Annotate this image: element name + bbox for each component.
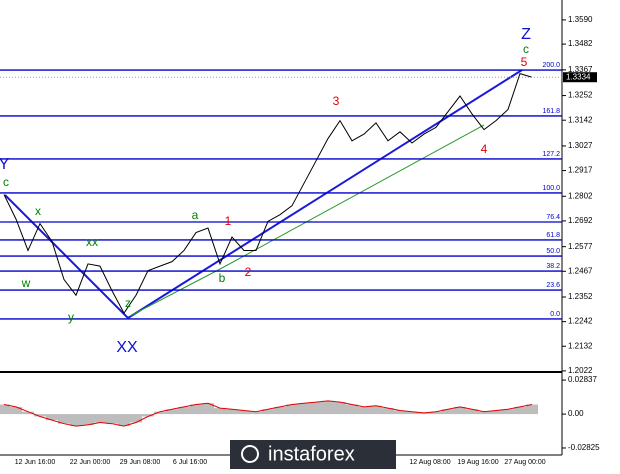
osc-bar <box>322 401 334 414</box>
fib-level-label: 161.8 <box>542 108 560 115</box>
fib-level-label: 76.4 <box>546 214 560 221</box>
fib-level-label: 50.0 <box>546 248 560 255</box>
osc-bar <box>0 405 10 415</box>
y-tick-label: 1.2577 <box>568 242 593 251</box>
osc-bar <box>310 402 322 414</box>
osc-bar <box>70 414 82 426</box>
osc-bar <box>190 405 202 415</box>
osc-bar <box>82 414 94 425</box>
y-tick-label: 1.3482 <box>568 39 593 48</box>
wave-label: b <box>219 271 226 285</box>
osc-bar <box>334 402 346 414</box>
y-tick-label: 1.2132 <box>568 341 593 350</box>
osc-bar <box>286 405 298 415</box>
x-tick-label: 12 Aug 08:00 <box>409 459 450 466</box>
y-tick-label: 1.3142 <box>568 115 593 124</box>
x-tick-label: 19 Aug 16:00 <box>457 459 498 466</box>
fib-level-label: 61.8 <box>546 232 560 239</box>
osc-bar <box>94 414 106 422</box>
fib-level-label: 0.0 <box>550 311 560 318</box>
wave-label: 2 <box>245 265 252 279</box>
y-tick-label: 1.2352 <box>568 292 593 301</box>
y-tick-label: 1.2467 <box>568 266 593 275</box>
osc-bar <box>106 414 118 424</box>
wave-label: 4 <box>481 142 488 156</box>
wave-label: x <box>35 204 41 218</box>
osc-bar <box>130 414 142 422</box>
y-tick-label: 1.2692 <box>568 216 593 225</box>
osc-bar <box>346 405 358 415</box>
fib-level-label: 23.6 <box>546 282 560 289</box>
last-price-label: 1.3334 <box>566 72 591 81</box>
wave-label: Y <box>0 156 10 173</box>
x-tick-label: 27 Aug 00:00 <box>504 459 545 466</box>
osc-tick-label: 0.02837 <box>568 375 597 384</box>
osc-bar <box>526 405 538 415</box>
wave-label: 3 <box>333 94 340 108</box>
x-tick-label: 12 Jun 16:00 <box>15 459 56 466</box>
x-tick-label: 6 Jul 16:00 <box>173 459 207 466</box>
x-tick-label: 22 Jun 00:00 <box>70 459 111 466</box>
osc-tick-label: -0.02825 <box>568 443 600 452</box>
osc-bar <box>298 403 310 414</box>
y-tick-label: 1.3590 <box>568 15 593 24</box>
osc-bar <box>10 407 22 414</box>
wave-label: Z <box>521 26 531 43</box>
osc-tick-label: 0.00 <box>568 409 584 418</box>
fib-level-label: 100.0 <box>542 185 560 192</box>
fib-level-label: 200.0 <box>542 62 560 69</box>
wave-label: c <box>3 175 9 189</box>
wave-label: y <box>68 310 74 324</box>
wave-label: 5 <box>521 55 528 69</box>
y-tick-label: 1.2802 <box>568 191 593 200</box>
osc-bar <box>358 407 370 414</box>
y-tick-label: 1.2022 <box>568 366 593 375</box>
wave-label: z <box>125 296 131 310</box>
y-tick-label: 1.2917 <box>568 166 593 175</box>
wave-label: c <box>523 42 529 56</box>
watermark: instaforex <box>268 443 355 465</box>
wave-label: w <box>21 276 31 290</box>
fib-level-label: 127.2 <box>542 151 560 158</box>
wave-label: xx <box>86 235 98 249</box>
x-tick-label: 29 Jun 08:00 <box>120 459 161 466</box>
y-tick-label: 1.2242 <box>568 317 593 326</box>
wave-label: 1 <box>225 214 232 228</box>
y-tick-label: 1.3252 <box>568 91 593 100</box>
wave-label: XX <box>116 339 138 356</box>
osc-bar <box>118 414 130 426</box>
fib-level-label: 38.2 <box>546 263 560 270</box>
wave-label: a <box>192 208 199 222</box>
y-tick-label: 1.3027 <box>568 141 593 150</box>
